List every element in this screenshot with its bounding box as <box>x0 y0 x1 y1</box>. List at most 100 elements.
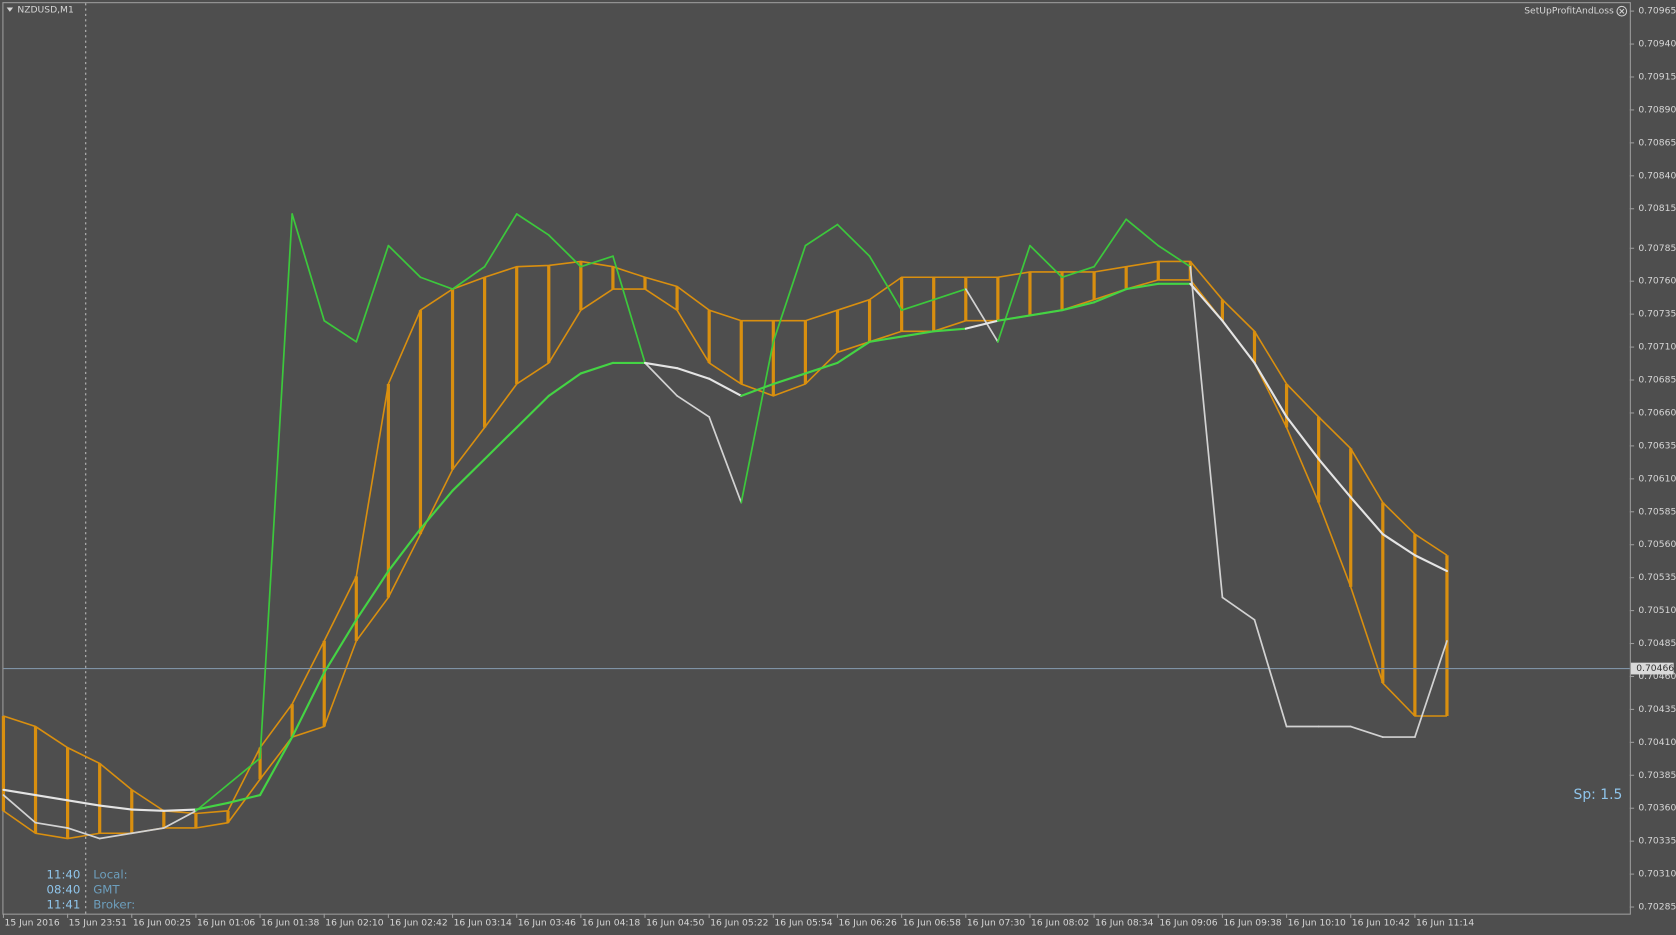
clock-time: 11:40 <box>47 868 81 882</box>
price-line <box>162 810 197 829</box>
y-tick-label: 0.70785 <box>1638 243 1676 254</box>
average-line <box>1317 458 1352 499</box>
price-line <box>259 213 294 760</box>
x-tick-label: 16 Jun 02:10 <box>325 918 383 929</box>
x-tick-label: 16 Jun 04:18 <box>582 918 640 929</box>
price-line <box>451 265 486 290</box>
price-line <box>195 783 229 812</box>
average-line <box>1221 319 1256 364</box>
x-tick-label: 16 Jun 08:02 <box>1031 918 1089 929</box>
y-tick-label: 0.70915 <box>1638 71 1676 82</box>
indicator-close-icon <box>1619 8 1625 14</box>
symbol-title: NZDUSD,M1 <box>17 5 73 16</box>
price-line <box>515 213 550 236</box>
x-tick-label: 16 Jun 08:34 <box>1095 918 1153 929</box>
price-line <box>130 827 165 835</box>
y-tick-label: 0.70735 <box>1638 309 1676 320</box>
average-line <box>964 319 999 330</box>
x-tick-label: 16 Jun 06:26 <box>839 918 897 929</box>
average-line <box>836 340 871 364</box>
y-tick-label: 0.70410 <box>1638 737 1676 748</box>
price-line <box>1414 640 1448 738</box>
price-line <box>900 298 935 312</box>
average-line <box>387 527 422 573</box>
price-line <box>1221 596 1256 621</box>
price-line <box>772 244 807 343</box>
clock-label: Broker: <box>93 898 135 912</box>
band-edge <box>2 279 1447 840</box>
average-line <box>1125 282 1160 291</box>
average-line <box>98 804 133 811</box>
price-line <box>1093 218 1128 268</box>
average-line <box>1285 415 1320 461</box>
y-tick-label: 0.70940 <box>1638 39 1676 50</box>
price-line <box>291 213 326 322</box>
price-line <box>804 223 839 247</box>
y-tick-label: 0.70890 <box>1638 104 1676 115</box>
average-line <box>291 671 326 739</box>
price-line <box>740 340 775 504</box>
average-line <box>162 808 197 812</box>
indicator-close[interactable] <box>1616 5 1628 17</box>
price-line <box>2 794 37 824</box>
y-tick-label: 0.70635 <box>1638 440 1676 451</box>
y-tick-label: 0.70585 <box>1638 506 1676 517</box>
y-tick-label: 0.70865 <box>1638 137 1676 148</box>
average-line <box>1093 288 1128 304</box>
y-tick-label: 0.70385 <box>1638 770 1676 781</box>
y-tick-label: 0.70460 <box>1638 671 1676 682</box>
x-tick-label: 16 Jun 04:50 <box>646 918 704 929</box>
average-line <box>740 382 775 397</box>
x-tick-label: 16 Jun 09:38 <box>1223 918 1281 929</box>
average-line <box>1060 301 1096 312</box>
y-tick-label: 0.70510 <box>1638 605 1676 616</box>
y-tick-label: 0.70285 <box>1638 902 1676 913</box>
menu-arrow[interactable] <box>6 7 14 12</box>
y-tick-label: 0.70335 <box>1638 836 1676 847</box>
average-line <box>1028 309 1064 317</box>
y-tick-label: 0.70710 <box>1638 342 1676 353</box>
price-line <box>579 255 614 268</box>
x-tick-label: 16 Jun 03:46 <box>518 918 576 929</box>
average-line <box>547 372 582 397</box>
x-tick-label: 16 Jun 09:06 <box>1159 918 1217 929</box>
price-line <box>836 223 871 258</box>
price-line <box>868 255 903 312</box>
average-line <box>451 458 486 492</box>
average-line <box>1413 554 1449 573</box>
clock-time: 11:41 <box>47 898 81 912</box>
y-tick-label: 0.70435 <box>1638 704 1676 715</box>
clock-label: Local: <box>93 868 127 882</box>
x-tick-label: 16 Jun 03:14 <box>454 918 512 929</box>
spread-label: Sp: 1.5 <box>1574 787 1623 803</box>
price-line <box>34 821 69 829</box>
average-line <box>643 361 679 370</box>
price-line <box>355 244 390 343</box>
average-line <box>804 361 839 375</box>
average-line <box>1189 282 1224 322</box>
y-tick-label: 0.70685 <box>1638 375 1676 386</box>
plot-frame <box>2 2 1631 915</box>
x-tick-label: 16 Jun 10:10 <box>1288 918 1346 929</box>
x-tick-label: 16 Jun 00:25 <box>133 918 191 929</box>
x-tick-label: 16 Jun 05:22 <box>710 918 768 929</box>
average-line <box>355 569 390 621</box>
price-line <box>387 244 422 279</box>
price-line <box>708 416 743 504</box>
x-tick-label: 16 Jun 05:54 <box>774 918 832 929</box>
price-line <box>1349 725 1384 738</box>
x-tick-label: 16 Jun 07:30 <box>967 918 1025 929</box>
x-tick-label: 16 Jun 01:38 <box>261 918 319 929</box>
price-line <box>1157 244 1192 268</box>
y-tick-label: 0.70485 <box>1638 638 1676 649</box>
price-line <box>419 276 454 290</box>
x-tick-label: 16 Jun 02:42 <box>389 918 447 929</box>
average-line <box>996 314 1032 322</box>
average-line <box>1381 533 1416 557</box>
average-line <box>259 736 294 797</box>
average-line <box>1253 361 1288 418</box>
price-line <box>1189 265 1224 599</box>
